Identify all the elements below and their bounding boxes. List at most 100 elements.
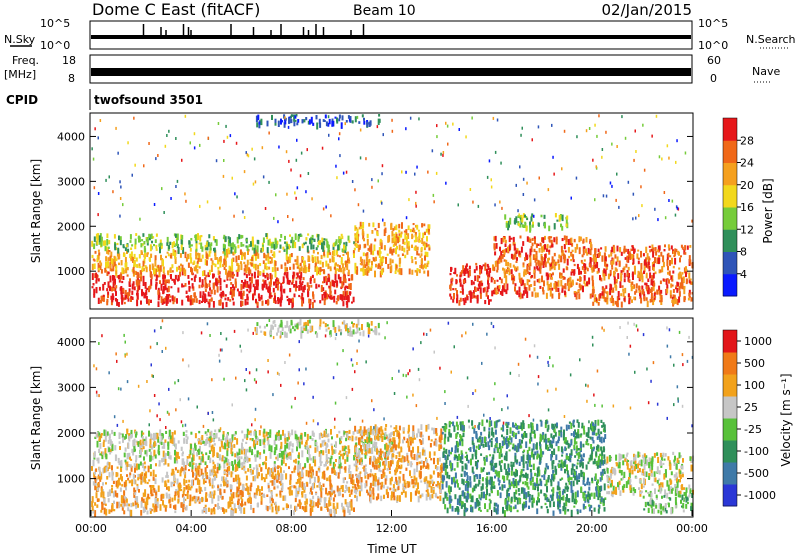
data-pixel bbox=[331, 449, 334, 455]
data-pixel bbox=[289, 480, 292, 485]
data-pixel bbox=[358, 473, 361, 480]
data-pixel bbox=[276, 281, 279, 284]
data-pixel bbox=[137, 285, 140, 292]
data-pixel bbox=[261, 146, 264, 150]
data-pixel bbox=[375, 446, 378, 450]
data-pixel bbox=[487, 276, 490, 281]
data-pixel bbox=[381, 172, 383, 176]
data-pixel bbox=[98, 436, 101, 441]
data-pixel bbox=[349, 116, 352, 123]
data-pixel bbox=[299, 262, 302, 267]
data-pixel bbox=[265, 233, 268, 237]
data-pixel bbox=[121, 506, 124, 511]
data-pixel bbox=[205, 498, 208, 502]
data-pixel bbox=[296, 122, 299, 126]
data-pixel bbox=[538, 248, 541, 253]
data-pixel bbox=[579, 286, 582, 291]
data-pixel bbox=[678, 272, 681, 280]
data-pixel bbox=[553, 265, 556, 271]
data-pixel bbox=[340, 453, 342, 457]
data-pixel bbox=[230, 448, 233, 455]
data-pixel bbox=[377, 484, 380, 491]
data-pixel bbox=[137, 280, 140, 286]
data-pixel bbox=[654, 257, 656, 264]
data-pixel bbox=[242, 285, 245, 289]
data-pixel bbox=[360, 226, 363, 229]
data-pixel bbox=[223, 462, 226, 469]
data-pixel bbox=[174, 491, 177, 497]
data-pixel bbox=[142, 506, 145, 514]
data-pixel bbox=[376, 125, 379, 129]
data-pixel bbox=[247, 431, 250, 435]
data-pixel bbox=[289, 288, 292, 293]
data-pixel bbox=[228, 462, 231, 466]
data-pixel bbox=[688, 295, 691, 298]
data-pixel bbox=[410, 476, 413, 479]
data-pixel bbox=[155, 498, 158, 502]
data-pixel bbox=[258, 463, 261, 468]
data-pixel bbox=[181, 158, 183, 162]
data-pixel bbox=[502, 267, 504, 271]
data-pixel bbox=[93, 236, 96, 242]
data-pixel bbox=[365, 472, 368, 475]
data-pixel bbox=[234, 467, 237, 472]
data-pixel bbox=[155, 233, 158, 237]
data-pixel bbox=[102, 283, 105, 291]
data-pixel bbox=[234, 463, 237, 469]
data-pixel bbox=[265, 254, 268, 261]
data-pixel bbox=[137, 473, 140, 478]
data-pixel bbox=[203, 270, 206, 276]
data-pixel bbox=[394, 488, 397, 492]
data-pixel bbox=[603, 274, 606, 281]
data-pixel bbox=[575, 292, 578, 300]
data-pixel bbox=[422, 232, 425, 238]
data-pixel bbox=[224, 297, 227, 301]
data-pixel bbox=[93, 476, 96, 479]
data-pixel bbox=[639, 292, 641, 297]
data-pixel bbox=[141, 243, 144, 246]
data-pixel bbox=[685, 271, 687, 278]
data-pixel bbox=[377, 263, 380, 267]
data-pixel bbox=[122, 503, 125, 508]
data-pixel bbox=[135, 431, 138, 436]
data-pixel bbox=[553, 237, 556, 243]
data-pixel bbox=[234, 508, 237, 514]
data-pixel bbox=[183, 467, 186, 475]
data-pixel bbox=[231, 510, 234, 516]
data-pixel bbox=[385, 462, 387, 466]
data-pixel bbox=[288, 455, 291, 459]
data-pixel bbox=[355, 243, 358, 248]
data-pixel bbox=[126, 503, 129, 506]
data-pixel bbox=[210, 258, 213, 261]
data-pixel bbox=[440, 489, 442, 494]
data-pixel bbox=[391, 457, 394, 463]
data-pixel bbox=[392, 453, 395, 458]
data-pixel bbox=[155, 491, 158, 496]
data-pixel bbox=[678, 251, 680, 256]
data-pixel bbox=[132, 267, 135, 274]
data-pixel bbox=[246, 433, 249, 439]
data-pixel bbox=[241, 500, 243, 507]
data-pixel bbox=[165, 494, 168, 499]
data-pixel bbox=[103, 282, 106, 285]
data-pixel bbox=[364, 440, 367, 444]
data-pixel bbox=[180, 504, 183, 508]
data-pixel bbox=[649, 272, 652, 279]
data-pixel bbox=[400, 231, 403, 235]
data-pixel bbox=[506, 283, 509, 291]
data-pixel bbox=[518, 293, 521, 298]
data-pixel bbox=[405, 170, 407, 174]
data-pixel bbox=[266, 274, 269, 278]
data-pixel bbox=[158, 267, 161, 272]
data-pixel bbox=[210, 508, 213, 513]
data-pixel bbox=[119, 236, 122, 242]
data-pixel bbox=[329, 281, 332, 287]
data-pixel bbox=[482, 287, 485, 293]
data-pixel bbox=[164, 481, 167, 487]
data-pixel bbox=[406, 249, 409, 255]
data-pixel bbox=[221, 495, 224, 500]
data-pixel bbox=[373, 244, 376, 252]
data-pixel bbox=[228, 438, 231, 442]
data-pixel bbox=[232, 242, 234, 245]
data-pixel bbox=[124, 247, 127, 251]
